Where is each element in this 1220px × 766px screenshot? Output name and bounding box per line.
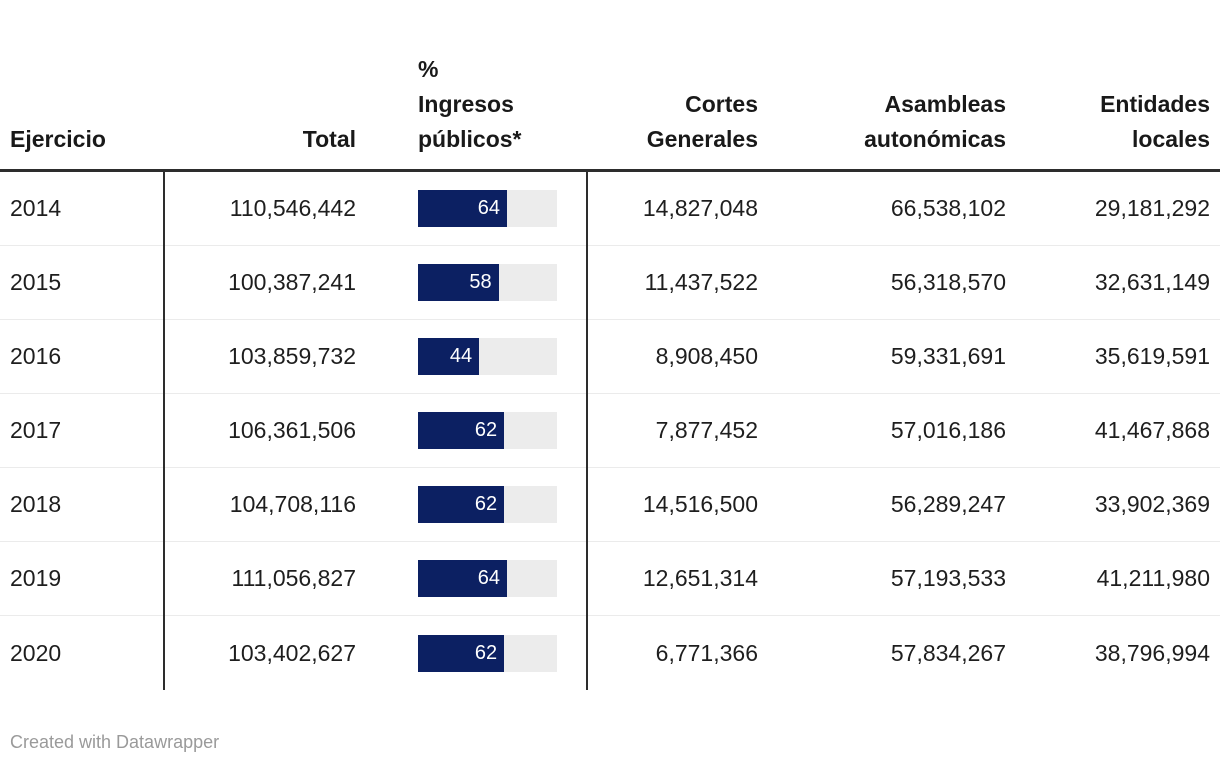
cell-total: 103,402,627: [228, 639, 356, 666]
column-header-cortes-generales: Cortes Generales: [646, 91, 758, 152]
bar-value-label: 58: [469, 271, 492, 293]
bar-value-label: 62: [474, 641, 498, 664]
cell-pct-ingresos: 62: [366, 486, 588, 523]
column-header-total: Total: [302, 126, 356, 152]
cell-pct-ingresos: 62: [366, 412, 588, 449]
cell-asambleas-autonomicas: 57,016,186: [890, 417, 1006, 443]
cell-cortes-generales: 12,651,314: [642, 565, 758, 591]
cell-entidades-locales: 29,181,292: [1094, 195, 1210, 221]
cell-ejercicio: 2014: [10, 195, 62, 221]
table-header-row: Ejercicio Total % Ingresos públicos* Cor…: [0, 0, 1220, 172]
column-header-pct-ingresos-publicos: % Ingresos públicos*: [418, 56, 522, 152]
pct-bar: 58: [418, 264, 499, 301]
cell-cortes-generales: 7,877,452: [655, 417, 758, 443]
cell-entidades-locales: 41,211,980: [1096, 565, 1210, 591]
cell-ejercicio: 2019: [10, 565, 62, 591]
cell-entidades-locales: 33,902,369: [1094, 491, 1210, 517]
table-row: 2018 104,708,116 62 14,516,500 56,289,24…: [0, 468, 1220, 542]
cell-entidades-locales: 38,796,994: [1094, 639, 1210, 666]
cell-cortes-generales: 6,771,366: [655, 639, 758, 666]
cell-total: 103,859,732: [228, 343, 356, 369]
pct-bar: 62: [418, 412, 505, 449]
datawrapper-credit-link[interactable]: Created with Datawrapper: [10, 732, 220, 752]
cell-entidades-locales: 41,467,868: [1094, 417, 1210, 443]
cell-total: 106,361,506: [228, 417, 356, 443]
cell-pct-ingresos: 64: [366, 560, 588, 597]
bar-track: 64: [418, 560, 557, 597]
column-divider-left: [163, 172, 165, 690]
bar-value-label: 64: [477, 197, 500, 219]
column-header-asambleas-autonomicas: Asambleas autonómicas: [864, 91, 1006, 152]
cell-entidades-locales: 35,619,591: [1094, 343, 1210, 369]
bar-value-label: 44: [449, 345, 473, 367]
cell-asambleas-autonomicas: 66,538,102: [890, 195, 1006, 221]
pct-bar: 62: [418, 634, 505, 672]
pct-bar: 62: [418, 486, 505, 523]
cell-ejercicio: 2016: [10, 343, 62, 369]
table-row: 2019 111,056,827 64 12,651,314 57,193,53…: [0, 542, 1220, 616]
cell-cortes-generales: 8,908,450: [655, 343, 758, 369]
bar-track: 62: [418, 634, 557, 672]
cell-total: 100,387,241: [228, 269, 356, 295]
cell-ejercicio: 2018: [10, 491, 62, 517]
column-header-ejercicio: Ejercicio: [10, 126, 106, 152]
column-header-entidades-locales: Entidades locales: [1100, 91, 1210, 152]
cell-pct-ingresos: 44: [366, 338, 588, 375]
cell-asambleas-autonomicas: 56,318,570: [890, 269, 1006, 295]
table-row: 2016 103,859,732 44 8,908,450 59,331,691…: [0, 320, 1220, 394]
column-divider-right: [586, 172, 588, 690]
table-row: 2014 110,546,442 64 14,827,048 66,538,10…: [0, 172, 1220, 246]
bar-value-label: 64: [477, 567, 500, 589]
bar-track: 44: [418, 338, 557, 375]
table-body: 2014 110,546,442 64 14,827,048 66,538,10…: [0, 172, 1220, 690]
cell-total: 104,708,116: [229, 491, 356, 517]
cell-pct-ingresos: 64: [366, 190, 588, 227]
cell-asambleas-autonomicas: 57,834,267: [890, 639, 1006, 666]
bar-track: 62: [418, 412, 557, 449]
bar-track: 58: [418, 264, 557, 301]
bar-track: 62: [418, 486, 557, 523]
cell-asambleas-autonomicas: 59,331,691: [890, 343, 1006, 369]
cell-ejercicio: 2020: [10, 639, 62, 666]
cell-asambleas-autonomicas: 57,193,533: [890, 565, 1006, 591]
table-row: 2015 100,387,241 58 11,437,522 56,318,57…: [0, 246, 1220, 320]
bar-value-label: 62: [474, 493, 498, 515]
pct-bar: 64: [418, 190, 507, 227]
table-row: 2020 103,402,627 62 6,771,366 57,834,267…: [0, 616, 1220, 690]
cell-total: 110,546,442: [229, 195, 356, 221]
cell-total: 111,056,827: [231, 565, 357, 591]
cell-cortes-generales: 11,437,522: [644, 269, 758, 295]
cell-ejercicio: 2015: [10, 269, 62, 295]
pct-bar: 64: [418, 560, 507, 597]
cell-cortes-generales: 14,827,048: [642, 195, 758, 221]
bar-value-label: 62: [474, 419, 498, 441]
cell-pct-ingresos: 62: [366, 634, 588, 672]
cell-pct-ingresos: 58: [366, 264, 588, 301]
bar-track: 64: [418, 190, 557, 227]
cell-asambleas-autonomicas: 56,289,247: [890, 491, 1006, 517]
pct-bar: 44: [418, 338, 480, 375]
cell-ejercicio: 2017: [10, 417, 62, 443]
table-row: 2017 106,361,506 62 7,877,452 57,016,186…: [0, 394, 1220, 468]
cell-entidades-locales: 32,631,149: [1094, 269, 1210, 295]
cell-cortes-generales: 14,516,500: [642, 491, 758, 517]
